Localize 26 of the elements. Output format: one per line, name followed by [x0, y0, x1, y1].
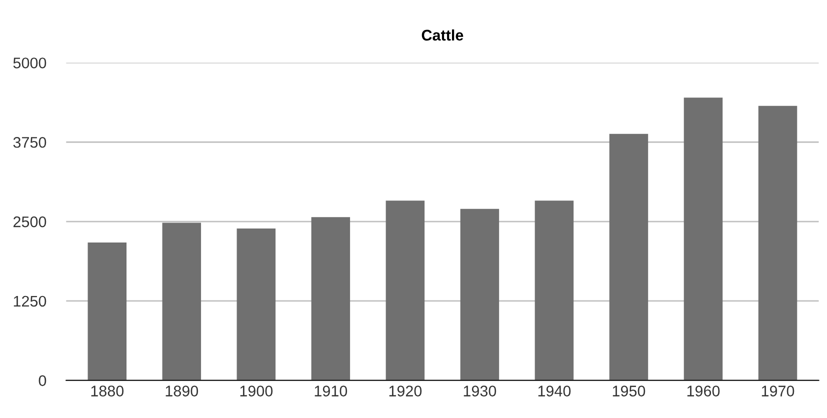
- x-tick-label: 1950: [612, 386, 646, 396]
- bar: [88, 242, 127, 380]
- chart-title: Cattle: [422, 29, 464, 41]
- bar: [609, 134, 648, 380]
- x-tick-label: 1960: [687, 386, 720, 396]
- bar: [460, 208, 500, 380]
- x-tick-label: 1900: [240, 386, 273, 396]
- x-tick-label: 1930: [464, 386, 496, 396]
- x-tick-label: 1920: [389, 386, 422, 396]
- y-tick-label: 0: [38, 375, 46, 386]
- bar: [534, 200, 574, 380]
- y-tick-label: 3750: [13, 136, 46, 148]
- y-tick-label: 1250: [14, 296, 46, 307]
- x-tick-label: 1940: [538, 386, 571, 396]
- x-tick-label: 1910: [314, 386, 348, 396]
- bar: [758, 106, 798, 380]
- bar: [236, 228, 276, 380]
- x-tick-label: 1970: [762, 386, 794, 396]
- y-tick-label: 2500: [14, 216, 46, 228]
- x-tick-label: 1890: [166, 386, 198, 396]
- bar: [386, 200, 425, 380]
- x-tick-label: 1880: [91, 386, 124, 396]
- bar: [311, 217, 350, 380]
- y-tick-label: 5000: [13, 58, 46, 68]
- bar: [162, 222, 202, 380]
- bar: [684, 98, 723, 380]
